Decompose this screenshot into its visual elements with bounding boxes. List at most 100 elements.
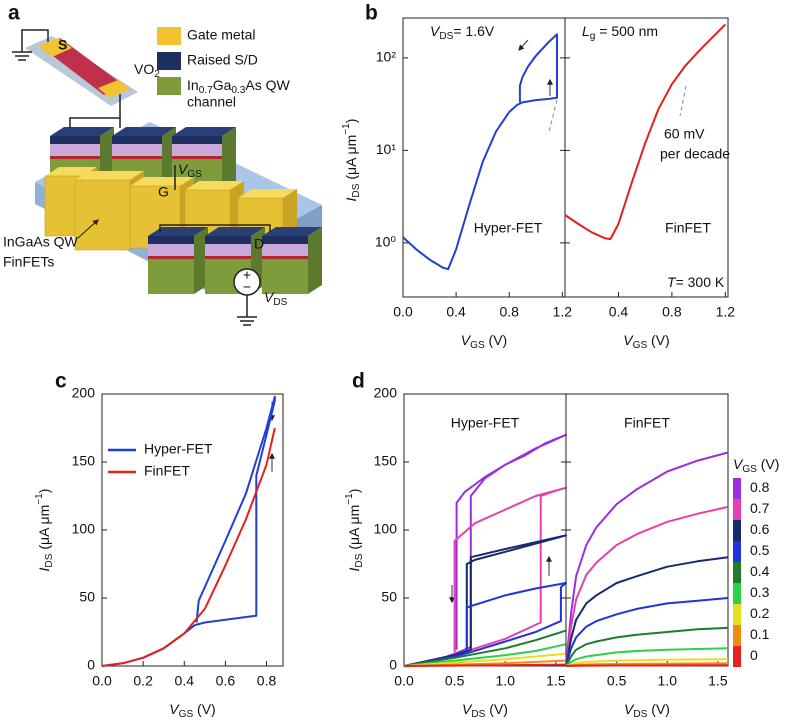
- text-part: = 500 nm: [595, 23, 658, 39]
- device-label: VO2: [134, 61, 160, 80]
- legend-label: channel: [187, 94, 236, 110]
- block-layer: [148, 236, 194, 244]
- x-tick-label: 0.8: [662, 304, 682, 320]
- data-line: [565, 664, 728, 667]
- block-top: [172, 127, 236, 136]
- colorbar-swatch: [733, 604, 741, 625]
- colorbar-title: VGS (V): [733, 456, 779, 475]
- fin-blocks: [44, 127, 322, 294]
- colorbar-swatch: [733, 499, 741, 520]
- annotation: per decade: [660, 146, 730, 162]
- data-line: [565, 451, 729, 667]
- text-part: V: [461, 332, 472, 348]
- text-part: VO: [134, 61, 154, 77]
- source-sign: +: [243, 267, 251, 283]
- y-tick-label: 200: [374, 385, 398, 401]
- series-label: Hyper-FET: [474, 220, 543, 236]
- colorbar-label: 0.3: [750, 584, 770, 600]
- block-layer: [112, 144, 162, 156]
- text-part: (V): [757, 456, 780, 472]
- block-top: [262, 227, 322, 236]
- y-tick-label: 100: [72, 521, 96, 537]
- x-tick-label: 1.5: [546, 673, 566, 689]
- legend-label: FinFET: [144, 463, 190, 479]
- block-layer: [50, 144, 100, 156]
- plot-frame: [564, 17, 729, 298]
- wire: [21, 29, 49, 52]
- colorbar-swatch: [733, 583, 741, 604]
- text-part: GS: [179, 709, 194, 720]
- block-layer: [112, 156, 162, 159]
- text-part: T: [667, 274, 677, 290]
- text-part: (V): [193, 701, 216, 717]
- colorbar-swatch: [733, 562, 741, 583]
- data-line: [565, 626, 729, 667]
- data-line: [565, 597, 729, 667]
- block-layer: [148, 256, 194, 259]
- x-tick-label: 0.5: [607, 673, 627, 689]
- colorbar-label: 0.6: [750, 521, 770, 537]
- colorbar-swatch: [733, 646, 741, 667]
- block-layer: [262, 259, 308, 294]
- drain-pad: [98, 80, 130, 98]
- x-axis-label: VGS (V): [623, 332, 669, 351]
- legend-label: Raised S/D: [187, 52, 258, 68]
- panel-label: d: [352, 370, 365, 393]
- text-part: −1: [34, 493, 45, 505]
- y-tick-label: 10¹: [376, 141, 397, 157]
- data-line: [403, 652, 567, 667]
- x-tick-label: 0.8: [499, 304, 519, 320]
- text-part: In: [187, 77, 199, 93]
- guide-line: [548, 99, 558, 133]
- ground: [237, 295, 257, 326]
- annotation: Lg = 500 nm: [582, 23, 658, 42]
- x-tick-label: 0.0: [92, 673, 112, 689]
- pointer: [77, 219, 99, 239]
- text-part: V: [264, 289, 275, 305]
- data-line: [101, 395, 276, 667]
- text-part: V: [169, 701, 180, 717]
- terminal-label: VDS: [264, 289, 288, 308]
- data-line: [565, 658, 729, 667]
- block-top: [112, 127, 176, 136]
- annotation: VDS= 1.6V: [430, 23, 495, 42]
- x-tick-label: 1.2: [553, 304, 573, 320]
- colorbar-swatch: [733, 541, 741, 562]
- block-layer: [172, 144, 222, 156]
- colorbar-label: 0.2: [750, 605, 770, 621]
- y-tick-label: 10⁰: [375, 234, 397, 250]
- y-tick-label: 150: [374, 453, 398, 469]
- data-line: [565, 647, 729, 667]
- text-part: 0.7: [199, 85, 213, 96]
- text-part: (μA μm: [36, 505, 52, 554]
- data-line: [565, 505, 729, 667]
- block-layer: [205, 236, 251, 244]
- text-part: = 300 K: [676, 274, 725, 290]
- block-top: [238, 189, 297, 198]
- block-layer: [262, 256, 308, 259]
- data-line: [403, 534, 567, 667]
- block-layer: [262, 236, 308, 244]
- terminal-label: VGS: [178, 161, 202, 180]
- colorbar-label: 0.4: [750, 563, 770, 579]
- text-part: DS: [273, 297, 287, 308]
- text-part: (V): [485, 332, 508, 348]
- y-tick-label: 150: [72, 453, 96, 469]
- y-tick-label: 100: [374, 521, 398, 537]
- block-top: [185, 181, 244, 190]
- text-part: (V): [647, 701, 670, 717]
- text-part: Ga: [213, 77, 232, 93]
- text-part: V: [178, 161, 189, 177]
- legend-label: Gate metal: [187, 27, 255, 43]
- x-axis-label: VDS (V): [462, 701, 508, 720]
- panel-title: FinFET: [624, 415, 670, 431]
- legend-swatch: [157, 27, 181, 45]
- annotation: T= 300 K: [667, 274, 725, 290]
- text-part: I: [346, 567, 362, 571]
- colorbar-swatch: [733, 625, 741, 646]
- block-layer: [262, 244, 308, 256]
- terminal-label: S: [58, 37, 67, 53]
- y-axis-label: IDS (μA μm−1): [34, 489, 55, 572]
- text-part: I: [36, 567, 52, 571]
